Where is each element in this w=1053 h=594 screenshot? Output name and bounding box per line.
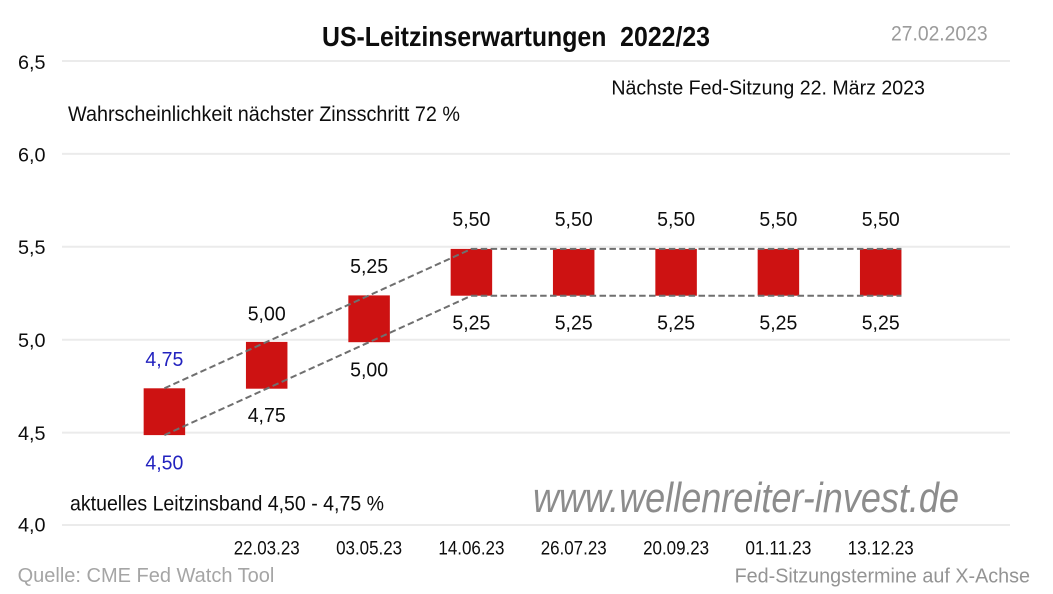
svg-text:4,75: 4,75 bbox=[248, 404, 286, 427]
svg-text:5,50: 5,50 bbox=[759, 208, 797, 231]
svg-text:5,00: 5,00 bbox=[248, 303, 286, 326]
svg-text:22.03.23: 22.03.23 bbox=[234, 539, 300, 560]
svg-text:6,0: 6,0 bbox=[18, 144, 46, 166]
svg-text:US-Leitzinserwartungen 2022/2: US-Leitzinserwartungen 2022/23 bbox=[322, 21, 710, 52]
svg-text:4,0: 4,0 bbox=[18, 515, 46, 537]
svg-text:5,25: 5,25 bbox=[350, 255, 388, 278]
svg-text:Wahrscheinlichkeit nächster Zi: Wahrscheinlichkeit nächster Zinsschritt … bbox=[68, 103, 460, 126]
svg-text:5,50: 5,50 bbox=[452, 208, 490, 231]
svg-text:4,75: 4,75 bbox=[145, 348, 183, 371]
svg-text:5,0: 5,0 bbox=[18, 330, 46, 352]
svg-text:27.02.2023: 27.02.2023 bbox=[891, 22, 988, 45]
svg-text:5,25: 5,25 bbox=[555, 312, 593, 335]
svg-text:5,25: 5,25 bbox=[452, 312, 490, 335]
svg-text:20.09.23: 20.09.23 bbox=[643, 539, 709, 560]
svg-text:Quelle: CME Fed Watch Tool: Quelle: CME Fed Watch Tool bbox=[18, 565, 275, 587]
svg-text:5,5: 5,5 bbox=[18, 237, 46, 259]
svg-text:5,50: 5,50 bbox=[657, 208, 695, 231]
svg-text:5,50: 5,50 bbox=[862, 208, 900, 231]
svg-text:5,50: 5,50 bbox=[555, 208, 593, 231]
svg-text:4,50: 4,50 bbox=[145, 452, 183, 475]
svg-text:www.wellenreiter-invest.de: www.wellenreiter-invest.de bbox=[533, 474, 959, 521]
svg-text:5,00: 5,00 bbox=[350, 359, 388, 382]
svg-text:6,5: 6,5 bbox=[18, 52, 46, 74]
svg-text:5,25: 5,25 bbox=[759, 312, 797, 335]
svg-text:03.05.23: 03.05.23 bbox=[336, 539, 402, 560]
svg-text:5,25: 5,25 bbox=[862, 312, 900, 335]
svg-text:aktuelles Leitzinsband 4,50 -: aktuelles Leitzinsband 4,50 - 4,75 % bbox=[70, 493, 384, 516]
svg-text:14.06.23: 14.06.23 bbox=[438, 539, 504, 560]
svg-text:4,5: 4,5 bbox=[18, 423, 46, 445]
svg-text:Fed-Sitzungstermine auf X-Achs: Fed-Sitzungstermine auf X-Achse bbox=[735, 566, 1030, 588]
svg-text:26.07.23: 26.07.23 bbox=[541, 539, 607, 560]
svg-text:13.12.23: 13.12.23 bbox=[848, 539, 914, 560]
svg-text:Nächste Fed-Sitzung 22. März 2: Nächste Fed-Sitzung 22. März 2023 bbox=[611, 76, 925, 99]
svg-text:01.11.23: 01.11.23 bbox=[745, 539, 811, 560]
svg-text:5,25: 5,25 bbox=[657, 312, 695, 335]
